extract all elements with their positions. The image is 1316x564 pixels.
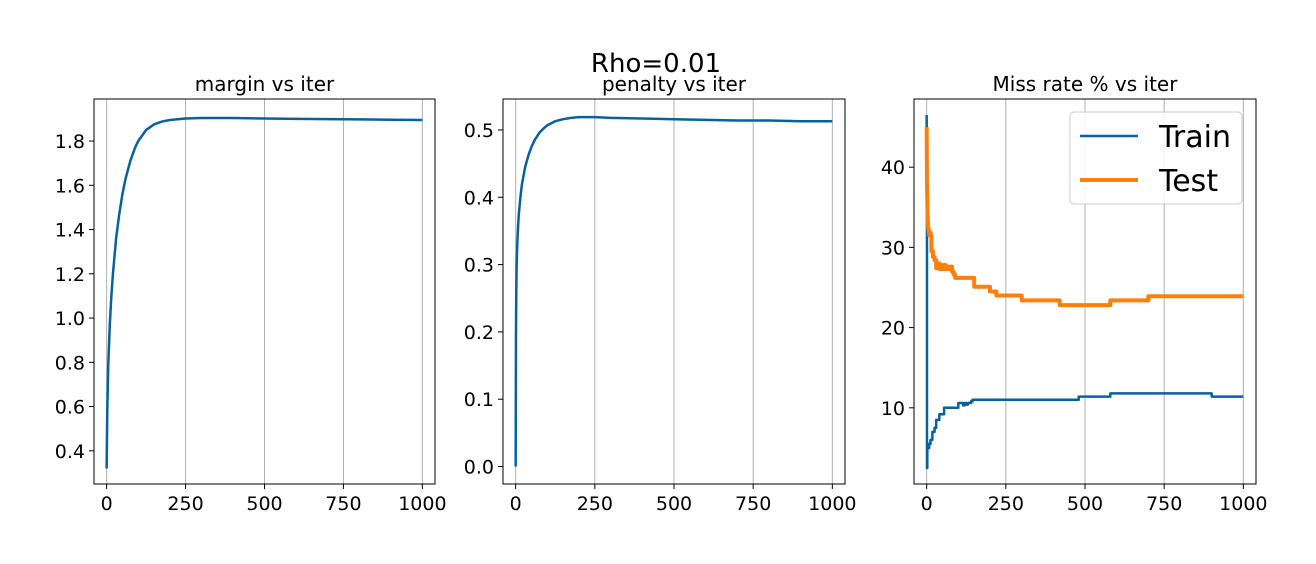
ax0-ytick-label-0.4: 0.4 bbox=[55, 441, 85, 463]
ax2-xtick-label-1000: 1000 bbox=[1219, 493, 1267, 515]
ax1-ytick-label-0.5: 0.5 bbox=[464, 120, 494, 142]
ax0-ytick-label-0.8: 0.8 bbox=[55, 352, 85, 374]
ax0-ytick-label-1.4: 1.4 bbox=[55, 220, 85, 242]
penalty-subplot: 0 250 500 750 1000 0.0 0.1 0.2 0.3 0.4 0.5 penalty … bbox=[464, 72, 857, 515]
ax1-xtick-label-250: 250 bbox=[577, 493, 613, 515]
ax2-title: Miss rate % vs iter bbox=[993, 72, 1179, 96]
ax0-series-0-line bbox=[105, 116, 423, 469]
ax1-ytick-label-0.4: 0.4 bbox=[464, 187, 494, 209]
ax0-ytick-label-0.6: 0.6 bbox=[55, 397, 85, 419]
ax0-ytick-label-1.2: 1.2 bbox=[55, 264, 85, 286]
ax2-xtick-label-250: 250 bbox=[988, 493, 1024, 515]
ax0-xtick-label-500: 500 bbox=[246, 493, 282, 515]
ax1-series-0-line bbox=[514, 115, 833, 467]
ax0-xtick-label-1000: 1000 bbox=[398, 493, 446, 515]
ax2-xtick-label-500: 500 bbox=[1067, 493, 1103, 515]
ax2-ytick-label-30: 30 bbox=[881, 237, 905, 259]
ax0-ytick-label-1.6: 1.6 bbox=[55, 175, 85, 197]
ax2-ytick-label-10: 10 bbox=[881, 398, 905, 420]
ax2-series-test-line bbox=[924, 127, 1244, 308]
margin-subplot: 0 250 500 750 1000 0.4 0.6 0.8 1.0 1.2 1.4 1.6 1.8 ma… bbox=[55, 72, 447, 515]
ax0-xtick-label-250: 250 bbox=[167, 493, 203, 515]
figure-suptitle: Rho=0.01 bbox=[591, 49, 721, 79]
ax1-xtick-label-0: 0 bbox=[510, 493, 522, 515]
ax1-xtick-label-500: 500 bbox=[656, 493, 692, 515]
ax0-title: margin vs iter bbox=[195, 72, 335, 96]
ax0-xtick-label-0: 0 bbox=[101, 493, 113, 515]
miss-rate-subplot: 0 250 500 750 1000 10 20 30 40 Miss rate % vs ite… bbox=[881, 72, 1268, 515]
ax2-xtick-label-750: 750 bbox=[1146, 493, 1182, 515]
ax1-ytick-label-0.3: 0.3 bbox=[464, 255, 494, 277]
ax0-ytick-label-1.8: 1.8 bbox=[55, 131, 85, 153]
ax1-ytick-label-0.1: 0.1 bbox=[464, 389, 494, 411]
ax2-ytick-label-40: 40 bbox=[881, 157, 905, 179]
ax0-xtick-label-750: 750 bbox=[325, 493, 361, 515]
ax1-title: penalty vs iter bbox=[602, 72, 747, 96]
ax2-ytick-label-20: 20 bbox=[881, 318, 905, 340]
ax0-ytick-label-1: 1.0 bbox=[55, 308, 85, 330]
ax2-legend-label-test: Test bbox=[1158, 164, 1218, 199]
ax1-xtick-label-1000: 1000 bbox=[808, 493, 856, 515]
ax1-ytick-label-0.2: 0.2 bbox=[464, 322, 494, 344]
ax2-xtick-label-0: 0 bbox=[921, 493, 933, 515]
ax2-series-train-line bbox=[925, 115, 1244, 470]
ax2-legend-label-train: Train bbox=[1158, 120, 1231, 155]
ax1-xtick-label-750: 750 bbox=[735, 493, 771, 515]
ax1-ytick-label-0: 0.0 bbox=[464, 457, 494, 479]
